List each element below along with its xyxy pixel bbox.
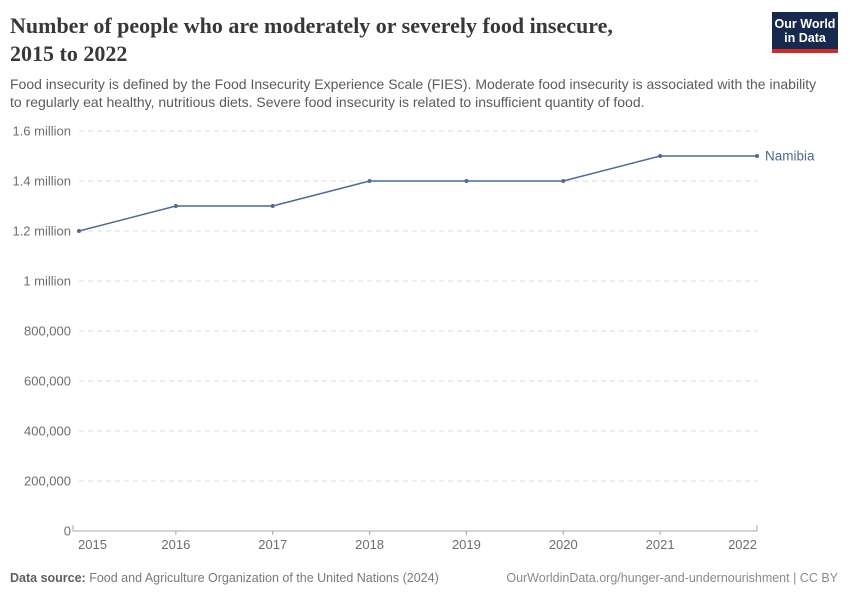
data-point[interactable] [464, 179, 469, 183]
x-axis-tick-label: 2018 [355, 537, 384, 552]
y-axis-tick-label: 800,000 [24, 324, 71, 339]
data-point[interactable] [658, 154, 663, 158]
data-point[interactable] [173, 204, 178, 208]
y-axis-tick-label: 1.6 million [12, 124, 71, 139]
x-axis-tick-label: 2015 [78, 537, 107, 552]
y-axis-tick-label: 1.4 million [12, 174, 71, 189]
chart-subtitle: Food insecurity is defined by the Food I… [10, 76, 825, 111]
owid-logo[interactable]: Our World in Data [772, 12, 838, 53]
owid-url-link[interactable]: OurWorldinData.org/hunger-and-undernouri… [506, 571, 838, 585]
x-axis-tick-label: 2021 [646, 537, 675, 552]
owid-logo-line-2: in Data [784, 31, 826, 45]
data-source-value: Food and Agriculture Organization of the… [89, 571, 439, 585]
y-axis-tick-label: 200,000 [24, 474, 71, 489]
data-point[interactable] [367, 179, 372, 183]
x-axis-tick-label: 2020 [549, 537, 578, 552]
subtitle-line-1: Food insecurity is defined by the Food I… [10, 76, 766, 92]
data-point[interactable] [77, 229, 81, 233]
y-axis-tick-label: 0 [64, 524, 71, 539]
x-axis-tick-label: 2017 [258, 537, 287, 552]
line-series-namibia[interactable] [78, 155, 757, 232]
y-axis-tick-label: 400,000 [24, 424, 71, 439]
chart-footer: Data source: Food and Agriculture Organi… [10, 571, 838, 585]
y-axis-tick-label: 1 million [23, 274, 71, 289]
title-line-2: 2015 to 2022 [10, 41, 128, 66]
chart-header: Number of people who are moderately or s… [10, 12, 838, 111]
y-axis-tick-label: 600,000 [24, 374, 71, 389]
data-source-note: Data source: Food and Agriculture Organi… [10, 571, 439, 585]
data-point[interactable] [755, 154, 759, 158]
x-axis-tick-label: 2019 [452, 537, 481, 552]
data-source-label: Data source: [10, 571, 86, 585]
owid-logo-line-1: Our World [774, 17, 836, 31]
series-end-label[interactable]: Namibia [765, 149, 815, 164]
subtitle-line-2: inability to regularly eat healthy, nutr… [10, 76, 817, 110]
data-point[interactable] [270, 204, 275, 208]
data-point[interactable] [561, 179, 566, 183]
x-axis-line [72, 525, 758, 532]
y-axis-tick-label: 1.2 million [12, 224, 71, 239]
page-title: Number of people who are moderately or s… [10, 12, 750, 68]
x-axis-tick-label: 2022 [728, 537, 757, 552]
x-axis-tick-label: 2016 [161, 537, 190, 552]
title-line-1: Number of people who are moderately or s… [10, 13, 613, 38]
